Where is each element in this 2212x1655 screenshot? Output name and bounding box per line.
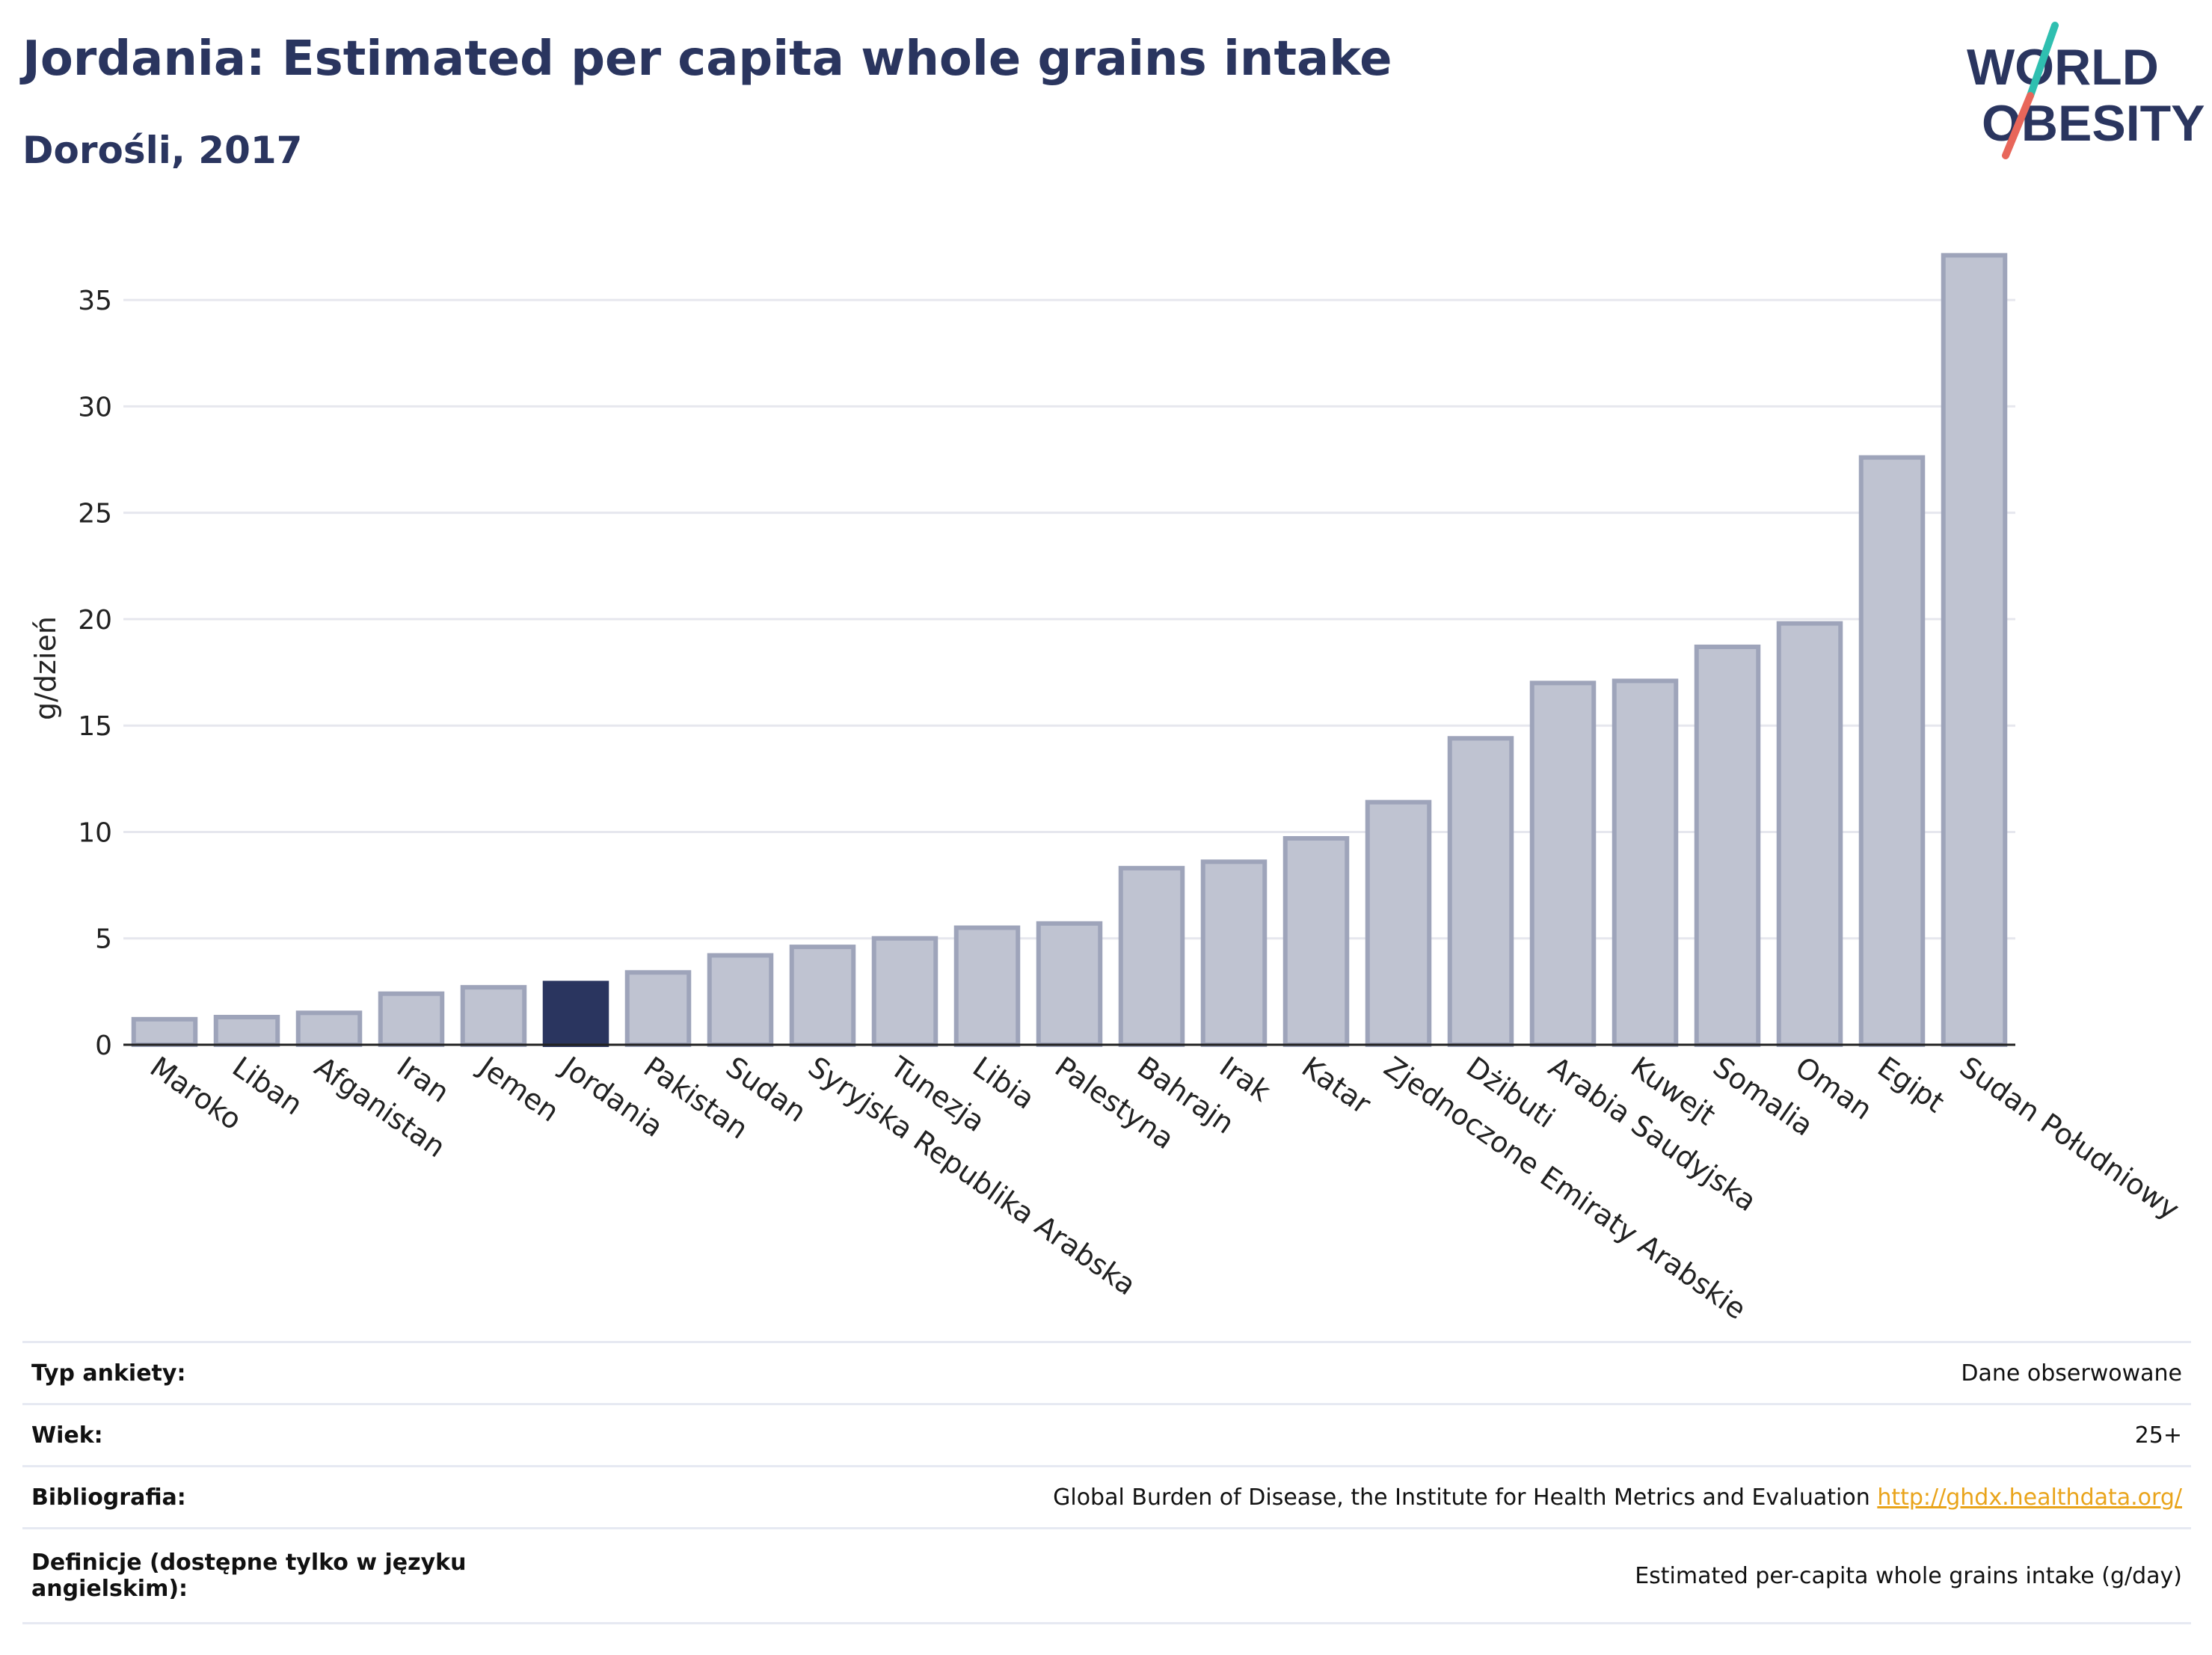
x-tick-label: Maroko — [144, 1050, 248, 1136]
info-value-cell: Global Burden of Disease, the Institute … — [564, 1465, 2191, 1529]
y-tick-label: 30 — [78, 392, 112, 423]
bar-pakistan — [624, 970, 692, 1047]
bar-sudan — [707, 953, 774, 1047]
bar-somalia — [1694, 644, 1761, 1047]
info-label: Wiek: — [22, 1403, 564, 1467]
info-label: Definicje (dostępne tylko w języku angie… — [22, 1527, 564, 1624]
x-tick-label: Sudan Południowy — [1954, 1050, 2186, 1226]
y-tick-label: 15 — [78, 711, 112, 742]
bar-maroko — [131, 1016, 198, 1047]
info-row-age: Wiek: 25+ — [22, 1403, 2191, 1467]
bar-sudan-południowy — [1941, 253, 2008, 1047]
source-link[interactable]: http://ghdx.healthdata.org/ — [1877, 1484, 2182, 1511]
y-tick-label: 10 — [78, 817, 112, 848]
bar-jordania — [542, 980, 609, 1048]
info-value: Dane obserwowane — [564, 1341, 2191, 1404]
bar-dżibuti — [1447, 736, 1514, 1047]
info-row-survey-type: Typ ankiety: Dane obserwowane — [22, 1341, 2191, 1404]
bar-egipt — [1858, 455, 1926, 1047]
info-label: Typ ankiety: — [22, 1341, 564, 1404]
chart-subtitle: Dorośli, 2017 — [22, 129, 303, 172]
logo-slash-bottom — [2002, 92, 2034, 159]
chart-title: Jordania: Estimated per capita whole gra… — [22, 31, 1392, 87]
info-row-bibliography: Bibliografia: Global Burden of Disease, … — [22, 1465, 2191, 1529]
bar-arabia-saudyjska — [1529, 681, 1597, 1047]
x-tick-label: Irak — [1214, 1050, 1276, 1108]
bar-kuwejt — [1612, 678, 1679, 1047]
bar-oman — [1776, 621, 1843, 1047]
bar-afganistan — [295, 1010, 363, 1047]
x-tick-label: Egipt — [1872, 1050, 1950, 1119]
y-tick-label: 25 — [78, 499, 112, 529]
info-table: Typ ankiety: Dane obserwowane Wiek: 25+ … — [22, 1341, 2191, 1624]
bar-syryjska-republika-arabska — [789, 945, 856, 1047]
bar-katar — [1282, 836, 1350, 1048]
bar-liban — [213, 1015, 280, 1047]
x-tick-label: Jemen — [472, 1049, 565, 1128]
bar-jemen — [460, 985, 527, 1048]
x-tick-label: Iran — [391, 1050, 455, 1109]
y-axis-title: g/dzień — [29, 616, 62, 720]
logo-text-world: WORLD — [1967, 39, 2159, 96]
logo-slash-top — [2027, 22, 2059, 99]
info-value: Estimated per-capita whole grains intake… — [564, 1527, 2191, 1624]
y-tick-label: 5 — [95, 924, 112, 955]
bar-tunezja — [871, 936, 938, 1047]
bar-iran — [378, 991, 445, 1048]
world-obesity-logo: WORLD OBESITY — [1967, 22, 2205, 159]
y-tick-label: 0 — [95, 1031, 112, 1061]
bar-palestyna — [1036, 921, 1103, 1048]
info-value: Global Burden of Disease, the Institute … — [1053, 1484, 1870, 1511]
y-tick-label: 20 — [78, 605, 112, 636]
y-tick-label: 35 — [78, 286, 112, 316]
bar-bahrajn — [1118, 865, 1185, 1047]
x-tick-label: Katar — [1296, 1050, 1377, 1120]
info-label: Bibliografia: — [22, 1465, 564, 1529]
bar-libia — [953, 925, 1021, 1048]
info-row-definitions: Definicje (dostępne tylko w języku angie… — [22, 1527, 2191, 1624]
info-value: 25+ — [564, 1403, 2191, 1467]
bar-zjednoczone-emiraty-arabskie — [1365, 799, 1432, 1047]
bar-irak — [1200, 859, 1268, 1048]
